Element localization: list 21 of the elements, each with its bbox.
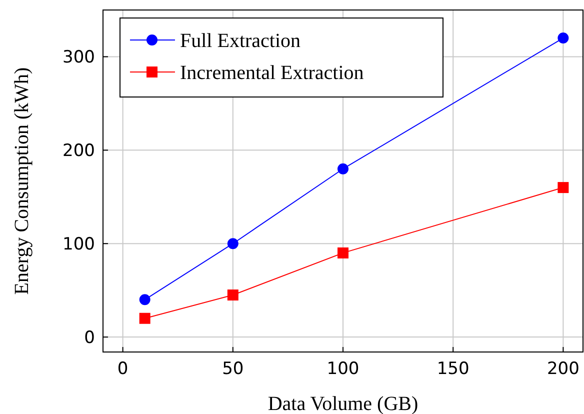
x-tick-label: 0 [117,359,128,379]
point [338,247,348,258]
x-tick-label: 200 [546,359,580,379]
x-tick-label: 100 [326,359,360,379]
y-tick-label: 0 [84,328,95,348]
point [139,294,150,306]
y-tick-label: 300 [62,48,95,68]
y-tick-label: 200 [62,141,95,162]
y-axis-title: Energy Consumption (kWh) [11,67,33,295]
point [338,163,348,174]
x-tick-label: 150 [436,359,470,379]
x-tick-label: 50 [222,359,244,379]
legend-label: Incremental Extraction [180,62,364,84]
y-tick-label: 100 [62,234,95,255]
point [558,32,569,44]
point [227,238,238,250]
legend-label: Full Extraction [180,30,301,52]
point [139,312,150,324]
point [227,290,238,300]
x-axis-title: Data Volume (GB) [268,393,418,414]
point [558,182,569,194]
